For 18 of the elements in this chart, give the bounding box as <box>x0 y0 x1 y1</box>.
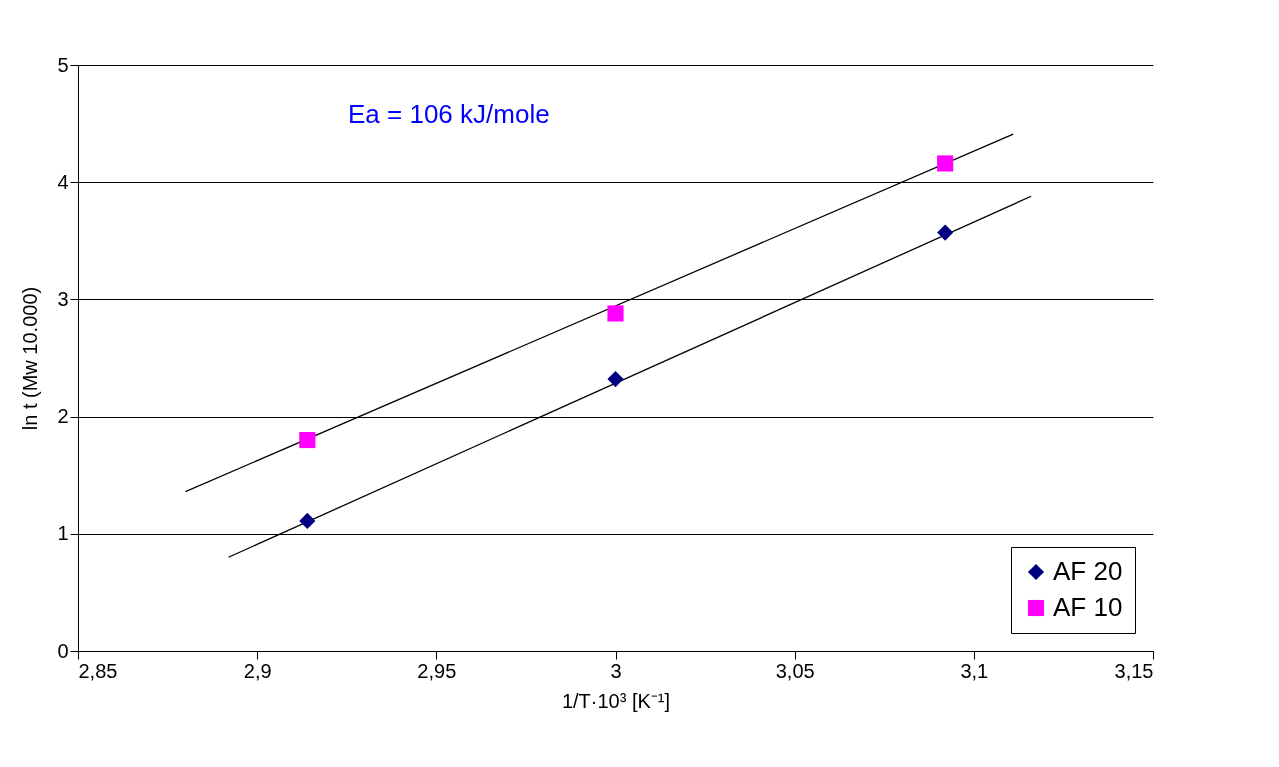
y-tick-label: 1 <box>57 522 69 545</box>
x-tick-label: 2,95 <box>417 659 457 682</box>
y-tick-label: 5 <box>57 53 69 76</box>
x-tick-label: 3 <box>610 659 622 682</box>
y-tick-label: 0 <box>57 639 69 662</box>
legend-label: AF 20 <box>1053 556 1123 586</box>
annotation: Ea = 106 kJ/mole <box>348 99 550 129</box>
legend-label: AF 10 <box>1053 592 1123 622</box>
x-tick-label: 3,05 <box>775 659 815 682</box>
y-tick-label: 2 <box>57 405 69 428</box>
x-axis-title: 1/T·10³ [K⁻¹] <box>561 689 671 712</box>
x-tick-label: 3,15 <box>1114 659 1154 682</box>
x-tick-label: 2,9 <box>243 659 272 682</box>
y-tick-label: 3 <box>57 287 69 310</box>
y-tick-label: 4 <box>57 170 69 193</box>
x-tick-label: 3,1 <box>960 659 989 682</box>
y-axis-title: ln t (Mw 10.000) <box>19 286 42 431</box>
x-tick-label: 2,85 <box>78 659 118 682</box>
